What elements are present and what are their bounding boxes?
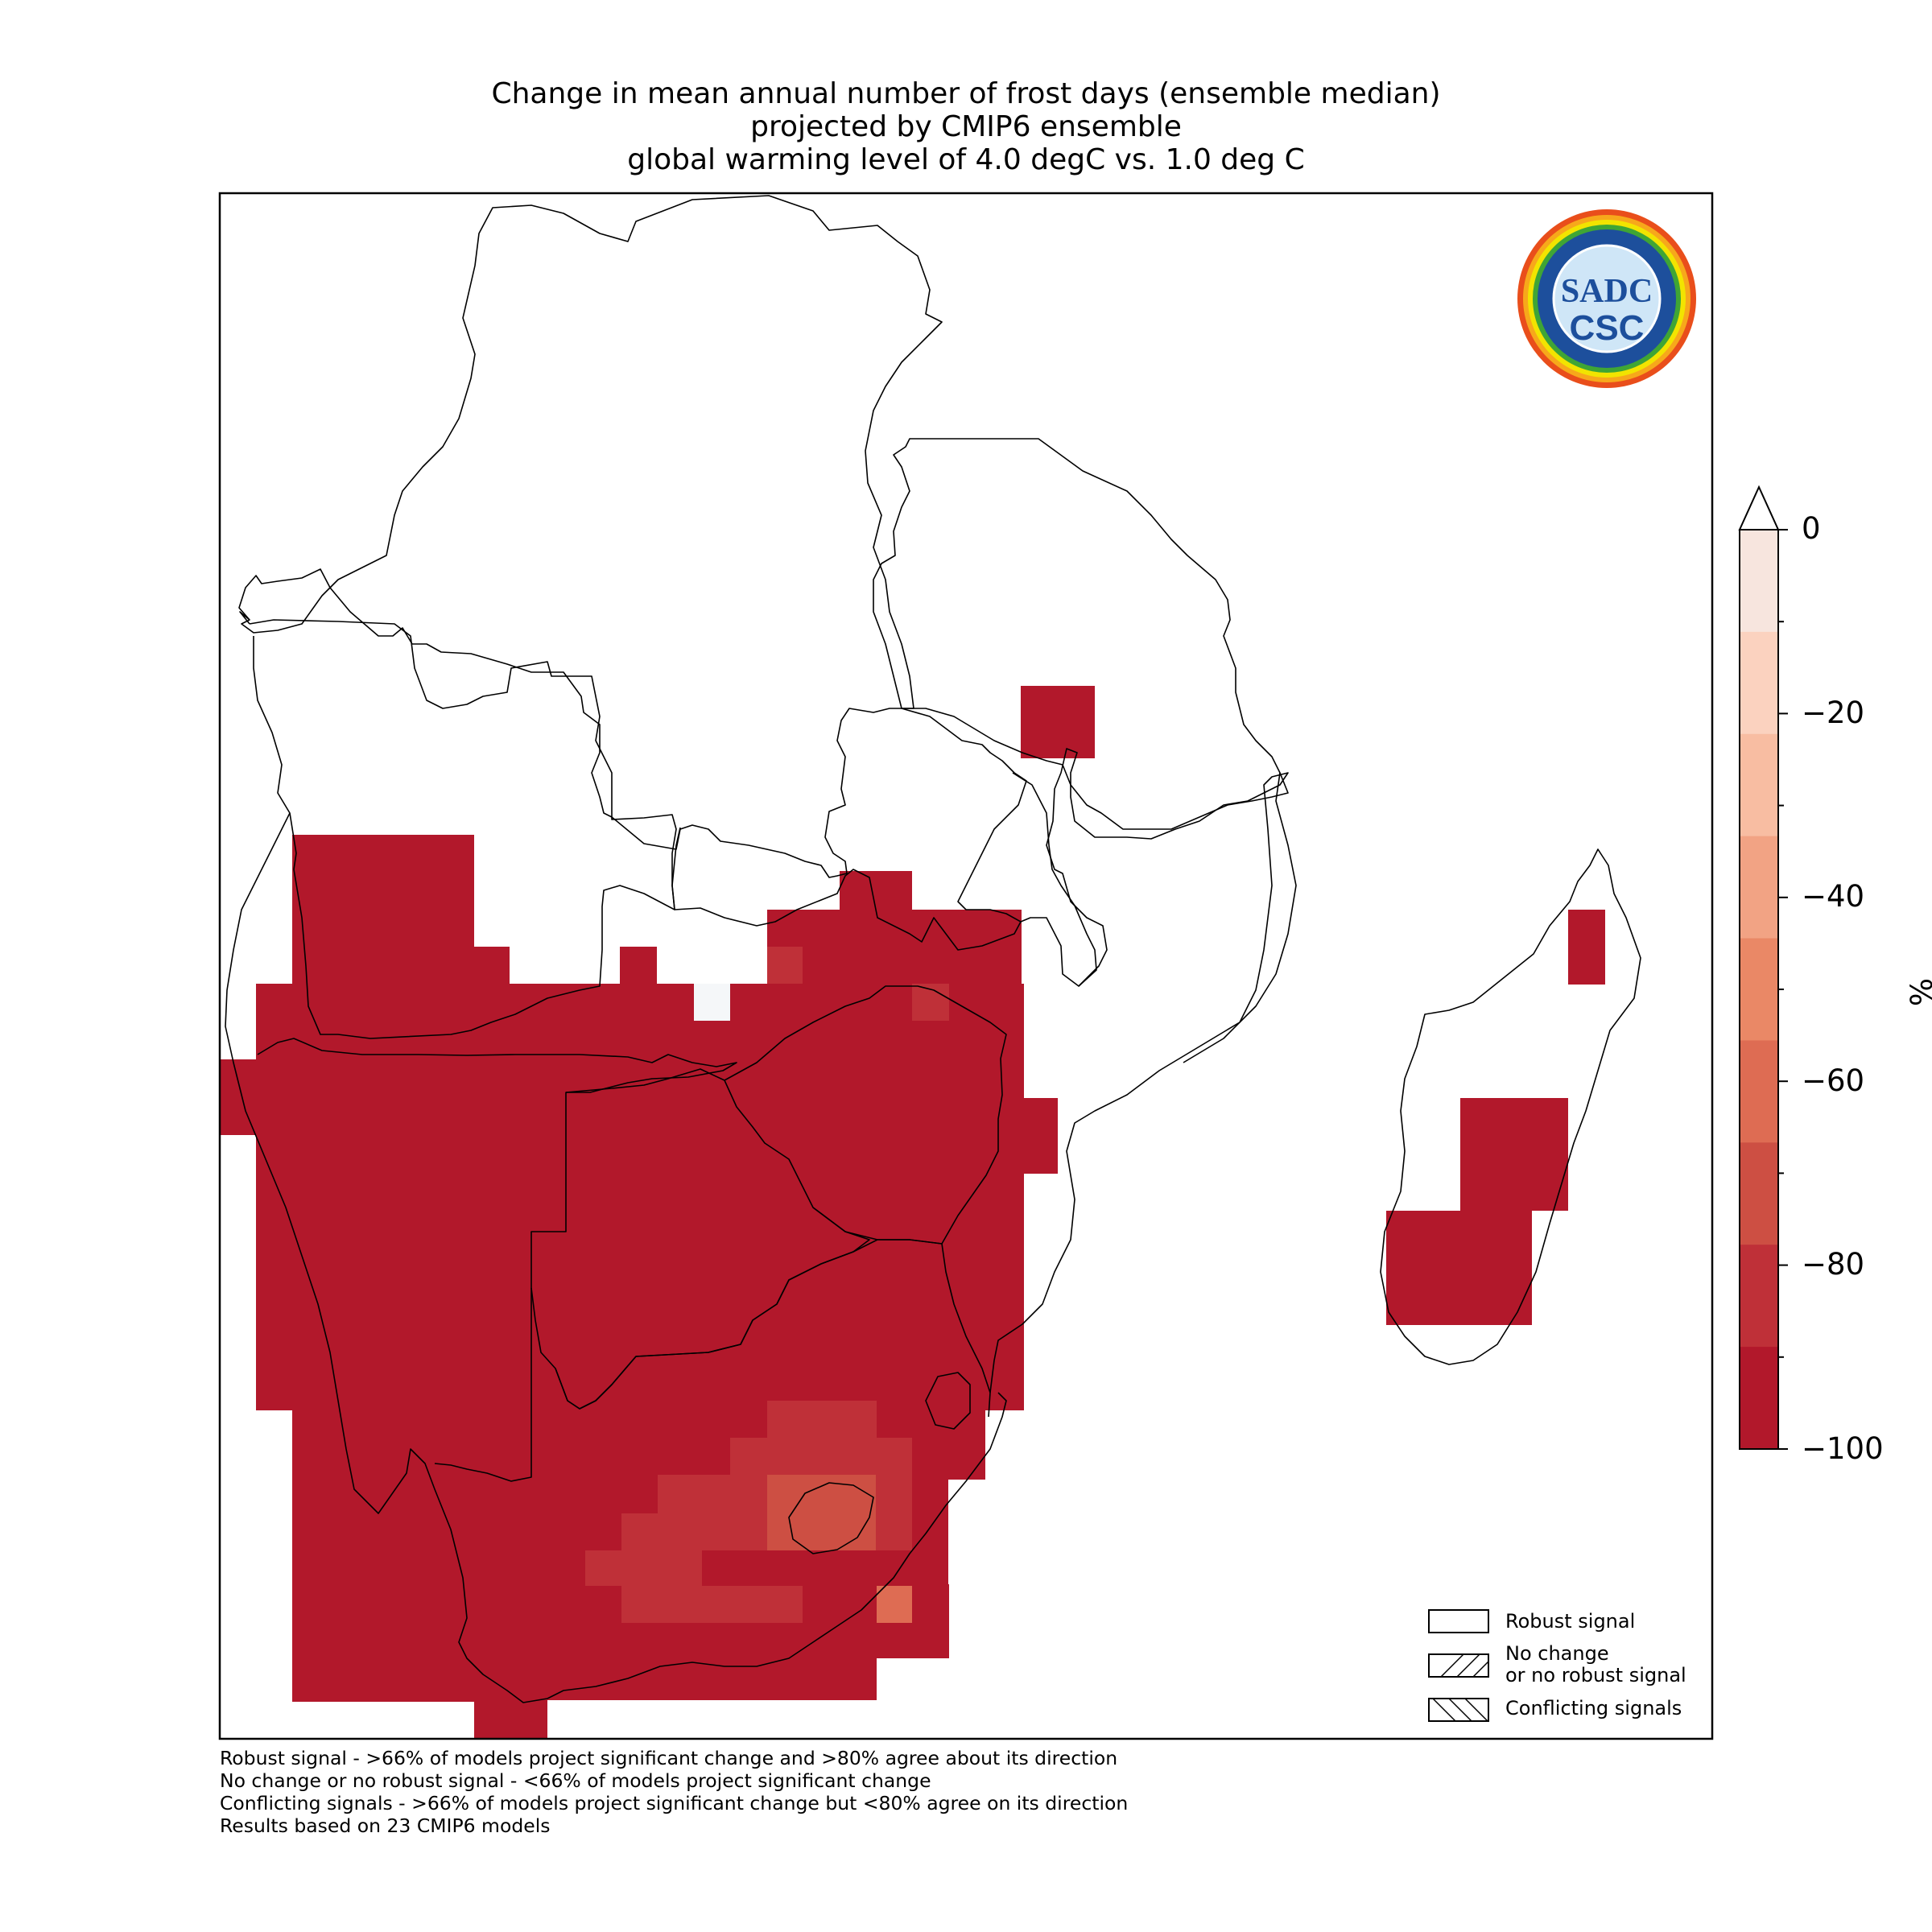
zambia-border [671,708,1027,951]
west-coast [225,812,1007,1703]
legend-box-conflicting [1428,1698,1489,1722]
grid-cell [730,1438,912,1475]
colorbar-tick-label: −100 [1802,1431,1884,1466]
angola-coast [239,611,250,625]
colorbar-segment [1740,530,1778,633]
footnote-line: Conflicting signals - >66% of models pro… [220,1792,1129,1814]
grid-cell [694,984,730,1021]
grid-cell [220,1059,292,1135]
sadc-csc-logo: SADC CSC [1517,209,1696,388]
colorbar-extend-triangle [1738,485,1780,530]
grid-cell [1568,910,1605,985]
grid-cell [1021,686,1095,758]
colorbar-tick-label: −20 [1802,696,1865,730]
grid-cell [767,1401,877,1438]
grid-cell [474,1700,547,1738]
legend-label-robust: Robust signal [1505,1610,1636,1633]
colorbar-segment [1740,1245,1778,1348]
grid-cell [767,910,1022,984]
grid-cell [474,947,510,984]
madagascar-outline [1380,848,1641,1365]
grid-cell [256,1135,292,1209]
map-frame [218,192,1714,1740]
grid-cell [1021,1098,1058,1174]
colorbar-segment [1740,733,1778,837]
legend-label-nochange-1: No change [1505,1642,1609,1665]
colorbar-tick-label: −60 [1802,1063,1865,1098]
footnote-line: Robust signal - >66% of models project s… [220,1747,1118,1769]
colorbar-segment [1740,938,1778,1041]
colorbar-unit: % [1905,978,1932,1006]
colorbar-segment [1740,1347,1778,1450]
legend-hatch-conflicting [1432,1698,1488,1722]
signal-legend [1428,1609,1489,1722]
grid-cell [1386,1211,1532,1325]
grid-cell [620,947,657,984]
grid-cell [1460,1098,1568,1211]
colorbar [1738,485,1788,1450]
logo-mark-sadc: SADC [1561,273,1653,310]
grid-cell [585,1550,634,1586]
eswatini-outline [925,1372,971,1430]
footnotes: Robust signal - >66% of models project s… [220,1747,1128,1837]
colorbar-segment [1740,1040,1778,1143]
lesotho-outline [788,1482,874,1554]
colorbar-segment [1740,1142,1778,1245]
east-coast-north [1183,772,1297,1063]
colorbar-segment [1740,631,1778,735]
colorbar-segment [1740,836,1778,939]
grid-cell [621,1586,803,1623]
grid-cell [767,947,803,984]
grid-cell [438,1658,877,1700]
central-africa-outline [238,195,943,878]
legend-label-nochange-2: or no robust signal [1505,1664,1686,1686]
grid-cell [877,1586,912,1623]
legend-label-conflicting: Conflicting signals [1505,1697,1682,1719]
map-title-line1: Change in mean annual number of frost da… [491,77,1441,110]
colorbar-tick-label: −40 [1802,879,1865,914]
map-title-line3: global warming level of 4.0 degC vs. 1.0… [627,143,1305,176]
footnote-line: No change or no robust signal - <66% of … [220,1769,931,1792]
colorbar-tick-label: −80 [1802,1247,1865,1282]
map-title-line2: projected by CMIP6 ensemble [750,110,1182,143]
grid-cell [840,871,912,910]
namibia-border [257,1038,737,1482]
colorbar-tick-label: 0 [1802,511,1821,546]
legend-box-robust [1428,1609,1489,1633]
legend-box-nochange [1428,1653,1489,1678]
legend-hatch-nochange [1440,1653,1489,1678]
footnote-line: Results based on 23 CMIP6 models [220,1814,551,1837]
country-borders [225,195,1641,1703]
tanzania-outline [873,438,1289,830]
mozambique-border [988,748,1289,1418]
logo-mark-csc: CSC [1570,308,1645,348]
angola-border [249,619,677,1039]
grid-cell [256,984,1024,1410]
malawi-outline [1012,772,1097,987]
frost-change-grid [220,686,1605,1738]
south-africa-border [555,1239,991,1410]
